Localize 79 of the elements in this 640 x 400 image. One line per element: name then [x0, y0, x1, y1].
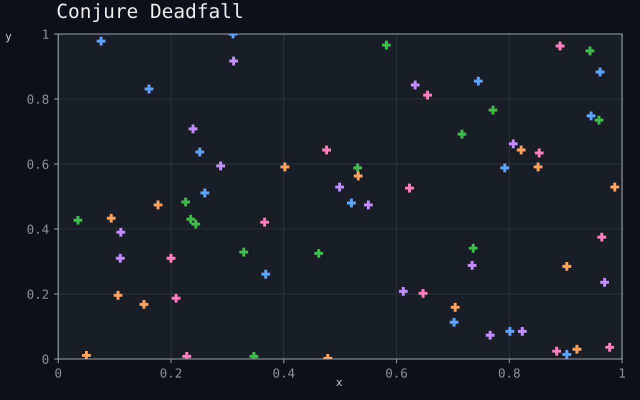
- point: [468, 244, 478, 253]
- x-tick-label: 0.4: [273, 368, 294, 378]
- point: [82, 351, 91, 359]
- point: [450, 302, 460, 312]
- point: [382, 40, 391, 50]
- point: [405, 184, 414, 192]
- point: [605, 342, 614, 352]
- point: [586, 46, 594, 56]
- y-tick-label: 0.4: [27, 224, 49, 234]
- x-tick-label: 0: [55, 368, 62, 378]
- point: [450, 318, 458, 327]
- point: [586, 112, 596, 120]
- point: [195, 148, 204, 156]
- point: [364, 200, 373, 210]
- point: [600, 278, 609, 287]
- point: [534, 162, 542, 172]
- x-tick-label: 1: [620, 368, 625, 378]
- point: [423, 90, 432, 100]
- point: [534, 148, 544, 158]
- point: [486, 330, 495, 340]
- point: [505, 326, 514, 336]
- y-tick-label: 0.2: [27, 290, 48, 299]
- point: [594, 116, 604, 125]
- point: [597, 232, 606, 242]
- point: [398, 287, 408, 296]
- point: [410, 80, 420, 90]
- y-tick-label: 0.8: [27, 94, 48, 104]
- point: [508, 139, 518, 148]
- point: [200, 188, 210, 198]
- point: [556, 42, 564, 50]
- point: [114, 290, 122, 300]
- point: [610, 182, 620, 192]
- y-tick-label: 0.6: [27, 160, 48, 169]
- point: [216, 162, 226, 170]
- point: [488, 106, 498, 114]
- point: [96, 36, 106, 46]
- point: [182, 352, 192, 359]
- point: [468, 261, 476, 270]
- point: [250, 352, 258, 359]
- point: [260, 218, 269, 227]
- y-tick-label: 1: [43, 30, 48, 39]
- point: [418, 288, 428, 298]
- point: [74, 216, 82, 225]
- x-tick-label: 0.2: [160, 368, 182, 378]
- point: [354, 172, 363, 180]
- x-axis-title: x: [336, 380, 342, 386]
- point: [572, 344, 582, 354]
- y-tick-label: 0: [42, 354, 48, 364]
- point: [322, 146, 332, 154]
- point: [280, 162, 290, 172]
- point: [188, 124, 198, 134]
- point: [261, 270, 270, 279]
- point: [458, 130, 466, 138]
- point: [474, 76, 483, 86]
- point: [552, 346, 562, 356]
- point: [144, 84, 154, 94]
- point: [516, 146, 526, 154]
- point: [154, 200, 162, 210]
- point: [166, 254, 176, 263]
- point: [239, 248, 248, 256]
- point: [562, 262, 572, 271]
- point: [229, 56, 238, 66]
- point: [335, 182, 344, 192]
- y-axis-title: y: [6, 34, 12, 42]
- point: [562, 350, 572, 359]
- point: [181, 198, 190, 206]
- point: [518, 326, 527, 336]
- point: [500, 164, 510, 172]
- point: [347, 198, 356, 208]
- chart-title: Conjure Deadfall: [58, 3, 242, 22]
- point: [314, 248, 324, 258]
- point: [353, 164, 362, 172]
- point: [140, 300, 148, 309]
- x-tick-label: 0.6: [386, 368, 408, 378]
- point: [172, 294, 180, 303]
- x-tick-label: 0.8: [498, 368, 520, 378]
- point: [116, 228, 126, 237]
- point: [596, 68, 604, 76]
- point: [191, 220, 200, 229]
